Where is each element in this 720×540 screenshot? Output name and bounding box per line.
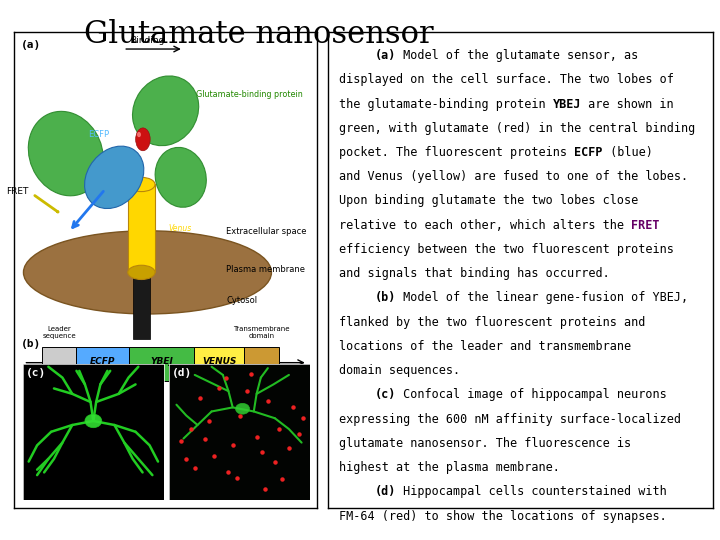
- Text: Binding: Binding: [130, 36, 165, 45]
- Text: the glutamate-binding protein: the glutamate-binding protein: [339, 98, 553, 111]
- Text: (c): (c): [375, 388, 396, 401]
- Text: Extracellular space: Extracellular space: [226, 227, 307, 237]
- Text: YBEJ: YBEJ: [150, 357, 174, 366]
- Text: (d): (d): [172, 368, 192, 378]
- Text: highest at the plasma membrane.: highest at the plasma membrane.: [339, 461, 560, 474]
- Bar: [76, 347, 130, 381]
- Text: (b): (b): [375, 292, 396, 305]
- Text: Leader
sequence: Leader sequence: [42, 326, 76, 339]
- Text: Model of the linear gene-fusion of YBEJ,: Model of the linear gene-fusion of YBEJ,: [396, 292, 688, 305]
- Text: Model of the glutamate sensor, as: Model of the glutamate sensor, as: [396, 49, 639, 62]
- Ellipse shape: [28, 111, 103, 196]
- Text: Hippocampal cells counterstained with: Hippocampal cells counterstained with: [396, 485, 667, 498]
- Ellipse shape: [128, 265, 155, 280]
- Text: VENUS: VENUS: [202, 357, 237, 366]
- Text: (a): (a): [20, 39, 41, 50]
- Text: Glutamate-binding protein: Glutamate-binding protein: [196, 90, 302, 99]
- Ellipse shape: [155, 147, 207, 207]
- Ellipse shape: [235, 403, 250, 414]
- Text: are shown in: are shown in: [582, 98, 674, 111]
- Text: (blue): (blue): [603, 146, 652, 159]
- Text: green, with glutamate (red) in the central binding: green, with glutamate (red) in the centr…: [339, 122, 696, 135]
- Text: Transmembrane
domain: Transmembrane domain: [233, 326, 290, 339]
- Ellipse shape: [84, 146, 144, 208]
- Bar: [133, 268, 150, 339]
- Text: efficiency between the two fluorescent proteins: efficiency between the two fluorescent p…: [339, 243, 674, 256]
- FancyArrowPatch shape: [35, 195, 58, 212]
- Text: domain sequences.: domain sequences.: [339, 364, 460, 377]
- Text: FRET: FRET: [631, 219, 660, 232]
- Text: flanked by the two fluorescent proteins and: flanked by the two fluorescent proteins …: [339, 315, 646, 329]
- Text: Confocal image of hippocampal neurons: Confocal image of hippocampal neurons: [396, 388, 667, 401]
- Text: relative to each other, which alters the: relative to each other, which alters the: [339, 219, 631, 232]
- Ellipse shape: [137, 132, 141, 137]
- Text: pocket. The fluorescent proteins: pocket. The fluorescent proteins: [339, 146, 575, 159]
- Ellipse shape: [85, 414, 102, 428]
- Text: displayed on the cell surface. The two lobes of: displayed on the cell surface. The two l…: [339, 73, 674, 86]
- Bar: [128, 185, 155, 272]
- Text: (d): (d): [375, 485, 396, 498]
- Text: Plasma membrane: Plasma membrane: [226, 266, 305, 274]
- Bar: [130, 347, 194, 381]
- Text: FM-64 (red) to show the locations of synapses.: FM-64 (red) to show the locations of syn…: [339, 510, 667, 523]
- Text: locations of the leader and transmembrane: locations of the leader and transmembran…: [339, 340, 631, 353]
- Text: ECFP: ECFP: [90, 357, 116, 366]
- Text: (c): (c): [26, 368, 46, 378]
- Text: (b): (b): [20, 339, 41, 349]
- Ellipse shape: [24, 231, 271, 314]
- Ellipse shape: [132, 76, 199, 146]
- Text: YBEJ: YBEJ: [553, 98, 582, 111]
- Text: and signals that binding has occurred.: and signals that binding has occurred.: [339, 267, 610, 280]
- Bar: [244, 347, 279, 381]
- Text: and Venus (yellow) are fused to one of the lobes.: and Venus (yellow) are fused to one of t…: [339, 170, 688, 183]
- Text: ECFP: ECFP: [89, 130, 109, 139]
- Text: expressing the 600 nM affinity surface-localized: expressing the 600 nM affinity surface-l…: [339, 413, 681, 426]
- Text: Venus: Venus: [168, 224, 192, 233]
- Bar: [42, 347, 76, 381]
- Text: Glutamate nanosensor: Glutamate nanosensor: [84, 19, 434, 50]
- Ellipse shape: [128, 177, 155, 192]
- Text: glutamate nanosensor. The fluorescence is: glutamate nanosensor. The fluorescence i…: [339, 437, 631, 450]
- Ellipse shape: [135, 128, 150, 151]
- Bar: [194, 347, 244, 381]
- Text: ECFP: ECFP: [575, 146, 603, 159]
- Text: Cytosol: Cytosol: [226, 296, 257, 306]
- Text: (a): (a): [375, 49, 396, 62]
- Text: Upon binding glutamate the two lobes close: Upon binding glutamate the two lobes clo…: [339, 194, 639, 207]
- Text: FRET: FRET: [6, 187, 28, 196]
